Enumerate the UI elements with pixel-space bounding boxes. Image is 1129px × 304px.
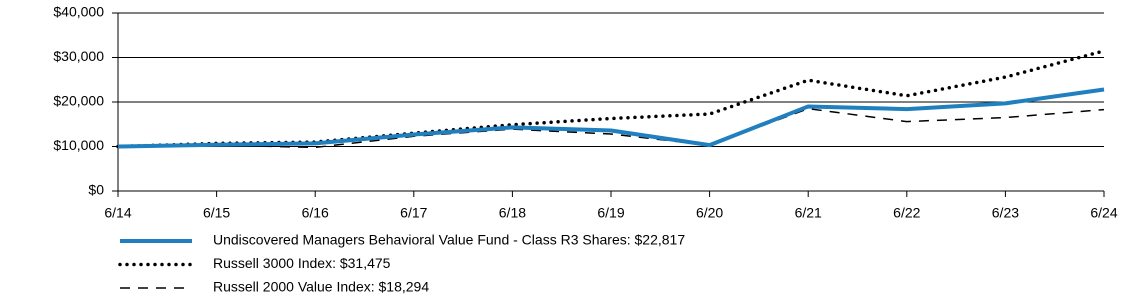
y-tick-label: $10,000	[53, 137, 104, 153]
x-tick-label: 6/18	[499, 205, 526, 221]
x-tick-label: 6/16	[302, 205, 329, 221]
legend-label: Russell 3000 Index: $31,475	[213, 255, 391, 271]
legend-label: Russell 2000 Value Index: $18,294	[213, 279, 429, 295]
y-tick-label: $0	[88, 182, 104, 198]
x-tick-label: 6/24	[1090, 205, 1117, 221]
x-tick-label: 6/17	[400, 205, 427, 221]
y-tick-label: $20,000	[53, 93, 104, 109]
x-tick-label: 6/14	[104, 205, 131, 221]
x-tick-label: 6/23	[992, 205, 1019, 221]
y-tick-label: $30,000	[53, 48, 104, 64]
series-line	[117, 107, 1105, 149]
x-tick-label: 6/15	[203, 205, 230, 221]
series-line	[117, 87, 1105, 149]
x-tick-label: 6/21	[795, 205, 822, 221]
x-tick-label: 6/22	[893, 205, 920, 221]
x-tick-label: 6/20	[696, 205, 723, 221]
y-tick-label: $40,000	[53, 4, 104, 20]
legend-label: Undiscovered Managers Behavioral Value F…	[213, 232, 685, 248]
x-tick-label: 6/19	[597, 205, 624, 221]
